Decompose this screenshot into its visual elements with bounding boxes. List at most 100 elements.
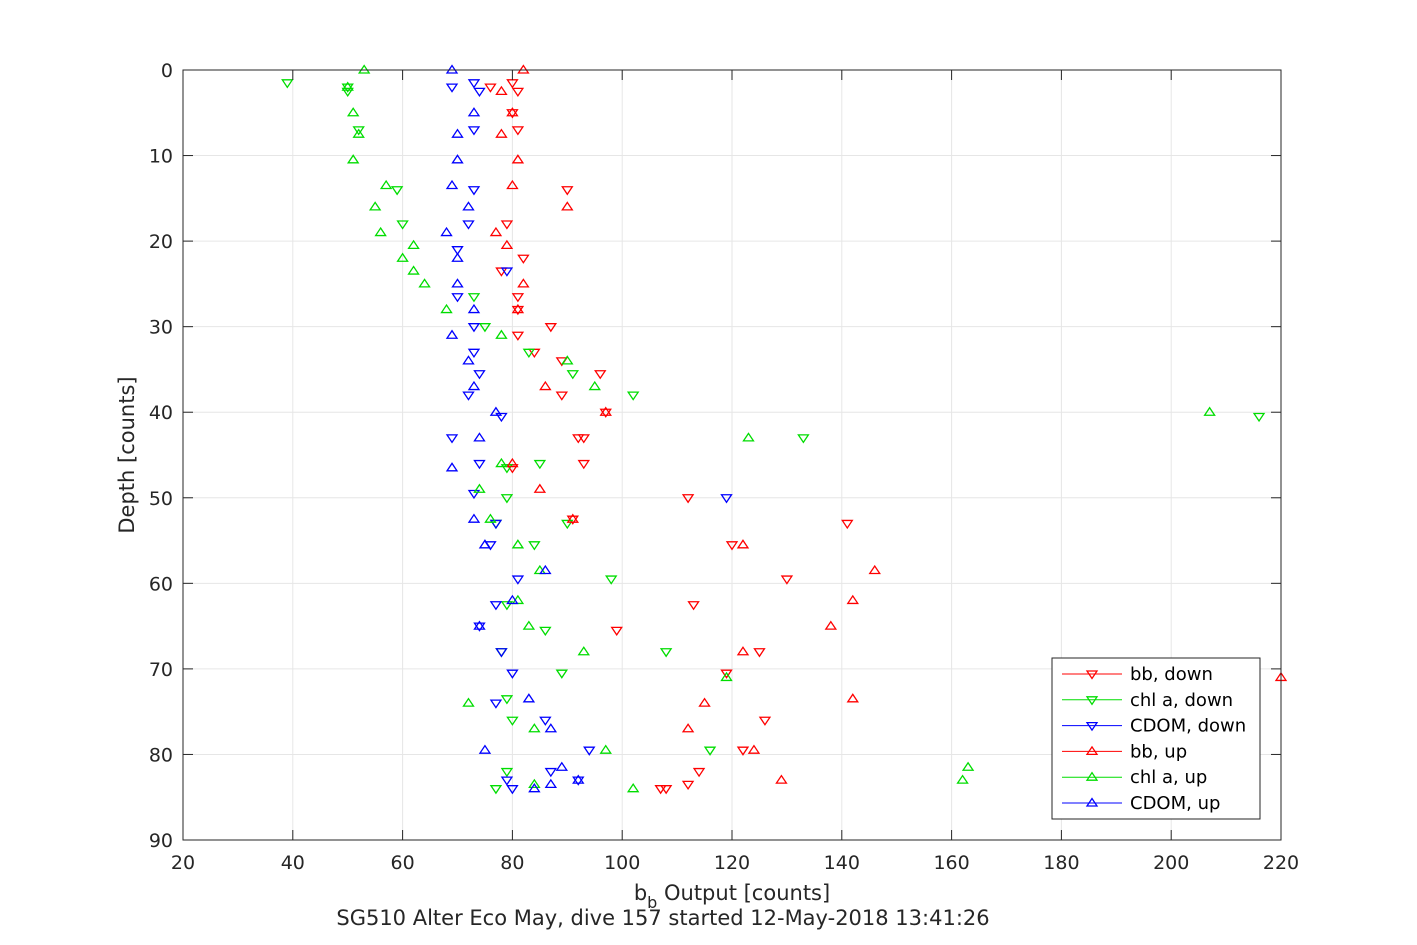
- data-point: [780, 575, 794, 585]
- data-point: [379, 179, 393, 190]
- data-point: [473, 87, 486, 98]
- data-point: [742, 432, 755, 442]
- y-tick-label: 80: [149, 744, 173, 766]
- data-point: [824, 620, 838, 630]
- data-point: [522, 693, 536, 703]
- x-tick-label: 140: [824, 852, 860, 874]
- data-point: [467, 348, 481, 359]
- data-point: [511, 303, 525, 314]
- data-point: [495, 412, 508, 423]
- data-point: [533, 483, 547, 493]
- data-point: [352, 128, 365, 138]
- x-tick-label: 180: [1043, 852, 1079, 874]
- data-point: [599, 408, 612, 418]
- legend-marker: [1085, 670, 1099, 680]
- data-point: [445, 64, 459, 74]
- data-point: [539, 716, 552, 726]
- data-point: [506, 457, 519, 468]
- x-axis-label-subscript: b: [647, 893, 657, 912]
- data-point: [357, 64, 371, 74]
- data-point: [473, 622, 486, 632]
- data-point: [506, 594, 519, 605]
- data-point: [681, 780, 695, 791]
- data-point: [511, 126, 525, 136]
- x-tick-label: 120: [714, 852, 750, 874]
- data-point: [396, 220, 409, 230]
- data-point: [846, 594, 859, 605]
- data-point: [566, 513, 580, 523]
- data-point: [495, 128, 508, 138]
- data-point: [687, 601, 700, 611]
- data-point: [544, 323, 558, 333]
- data-point: [489, 519, 503, 530]
- data-point: [445, 462, 459, 472]
- y-axis-label: Depth [counts]: [115, 376, 139, 533]
- data-point: [517, 64, 530, 74]
- data-point: [1252, 412, 1266, 423]
- data-point: [440, 303, 453, 314]
- data-point: [528, 541, 541, 551]
- data-point: [692, 767, 706, 778]
- data-point: [583, 746, 596, 756]
- axis-ticks: 20 40 60 80 100 120 140 160 180 200 220 0 10 20 30 40 50…: [149, 60, 1299, 874]
- data-point: [561, 186, 574, 196]
- data-point: [544, 767, 558, 778]
- x-tick-label: 220: [1263, 852, 1299, 874]
- legend-label: chl a, down: [1130, 690, 1233, 711]
- data-point: [1203, 406, 1216, 416]
- data-point: [451, 278, 464, 288]
- data-point: [489, 226, 503, 237]
- data-point: [577, 459, 590, 470]
- x-tick-label: 100: [604, 852, 640, 874]
- y-tick-label: 20: [149, 231, 173, 253]
- x-tick-label: 60: [391, 852, 415, 874]
- data-point: [511, 154, 525, 164]
- series-cdom-down: [445, 79, 733, 795]
- data-point: [445, 179, 459, 190]
- data-point: [544, 723, 558, 733]
- y-tick-label: 70: [149, 659, 173, 681]
- legend-marker: [1085, 771, 1099, 781]
- data-point: [451, 246, 464, 256]
- y-tick-label: 10: [149, 146, 173, 168]
- data-point: [956, 774, 969, 784]
- data-point: [467, 513, 481, 523]
- data-point: [462, 355, 475, 365]
- legend-label: chl a, up: [1130, 767, 1207, 788]
- data-point: [528, 723, 541, 733]
- data-point: [462, 201, 475, 211]
- data-point: [572, 774, 585, 784]
- data-point: [500, 239, 514, 250]
- data-point: [451, 293, 464, 303]
- data-point: [467, 186, 481, 196]
- data-point: [500, 220, 514, 230]
- data-point: [528, 778, 541, 789]
- legend-label: CDOM, down: [1130, 716, 1246, 737]
- data-point: [500, 767, 514, 778]
- data-point: [736, 746, 750, 756]
- data-point: [495, 85, 508, 96]
- legend-entries: bb, down chl a, down CDOM, down bb, up chl a…: [1062, 664, 1246, 814]
- data-point: [500, 695, 514, 705]
- data-point: [720, 669, 733, 679]
- data-point: [473, 620, 486, 630]
- data-point: [500, 776, 514, 786]
- data-point: [506, 716, 519, 726]
- data-point: [473, 370, 486, 380]
- data-point: [511, 293, 525, 303]
- data-point: [841, 519, 854, 530]
- x-axis-label-rest: Output [counts]: [657, 881, 830, 905]
- data-point: [736, 646, 750, 656]
- data-point: [561, 519, 574, 530]
- x-axis-label-main: b: [634, 881, 647, 905]
- data-point: [522, 620, 536, 630]
- data-point: [506, 669, 519, 679]
- data-point: [517, 254, 530, 264]
- data-point: [467, 126, 481, 136]
- data-point: [473, 483, 486, 493]
- y-tick-label: 50: [149, 488, 173, 510]
- y-tick-label: 90: [149, 830, 173, 852]
- data-point: [445, 434, 459, 444]
- data-point: [489, 785, 503, 795]
- data-point: [605, 575, 618, 585]
